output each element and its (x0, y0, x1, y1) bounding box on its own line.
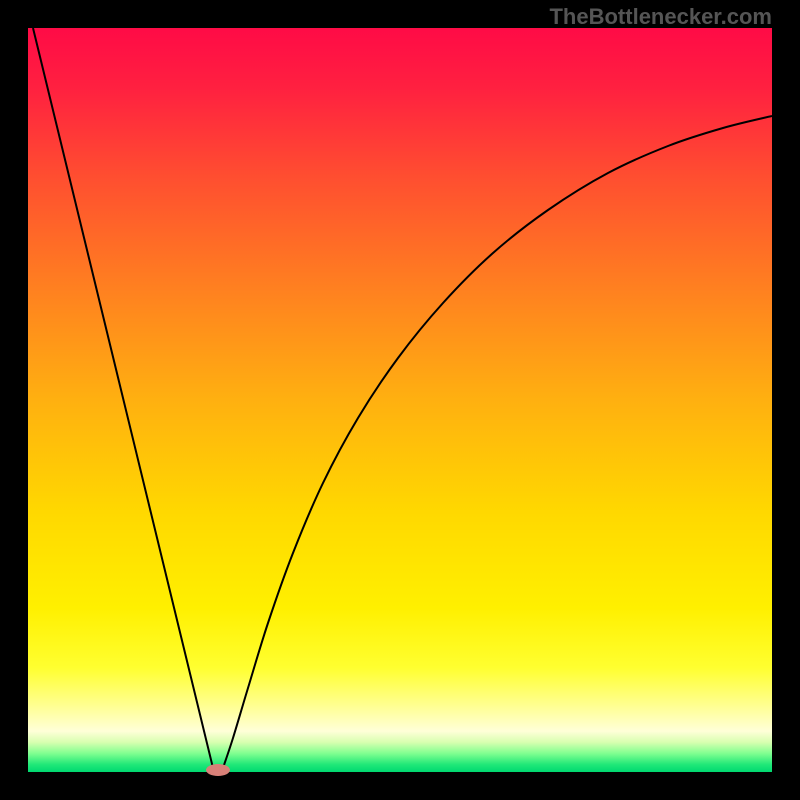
chart-container: TheBottlenecker.com (0, 0, 800, 800)
watermark-label: TheBottlenecker.com (549, 4, 772, 29)
curve-layer (28, 28, 772, 772)
plot-area (28, 28, 772, 772)
valley-marker (206, 764, 230, 776)
curve-line (33, 28, 772, 770)
watermark-text: TheBottlenecker.com (549, 4, 772, 30)
